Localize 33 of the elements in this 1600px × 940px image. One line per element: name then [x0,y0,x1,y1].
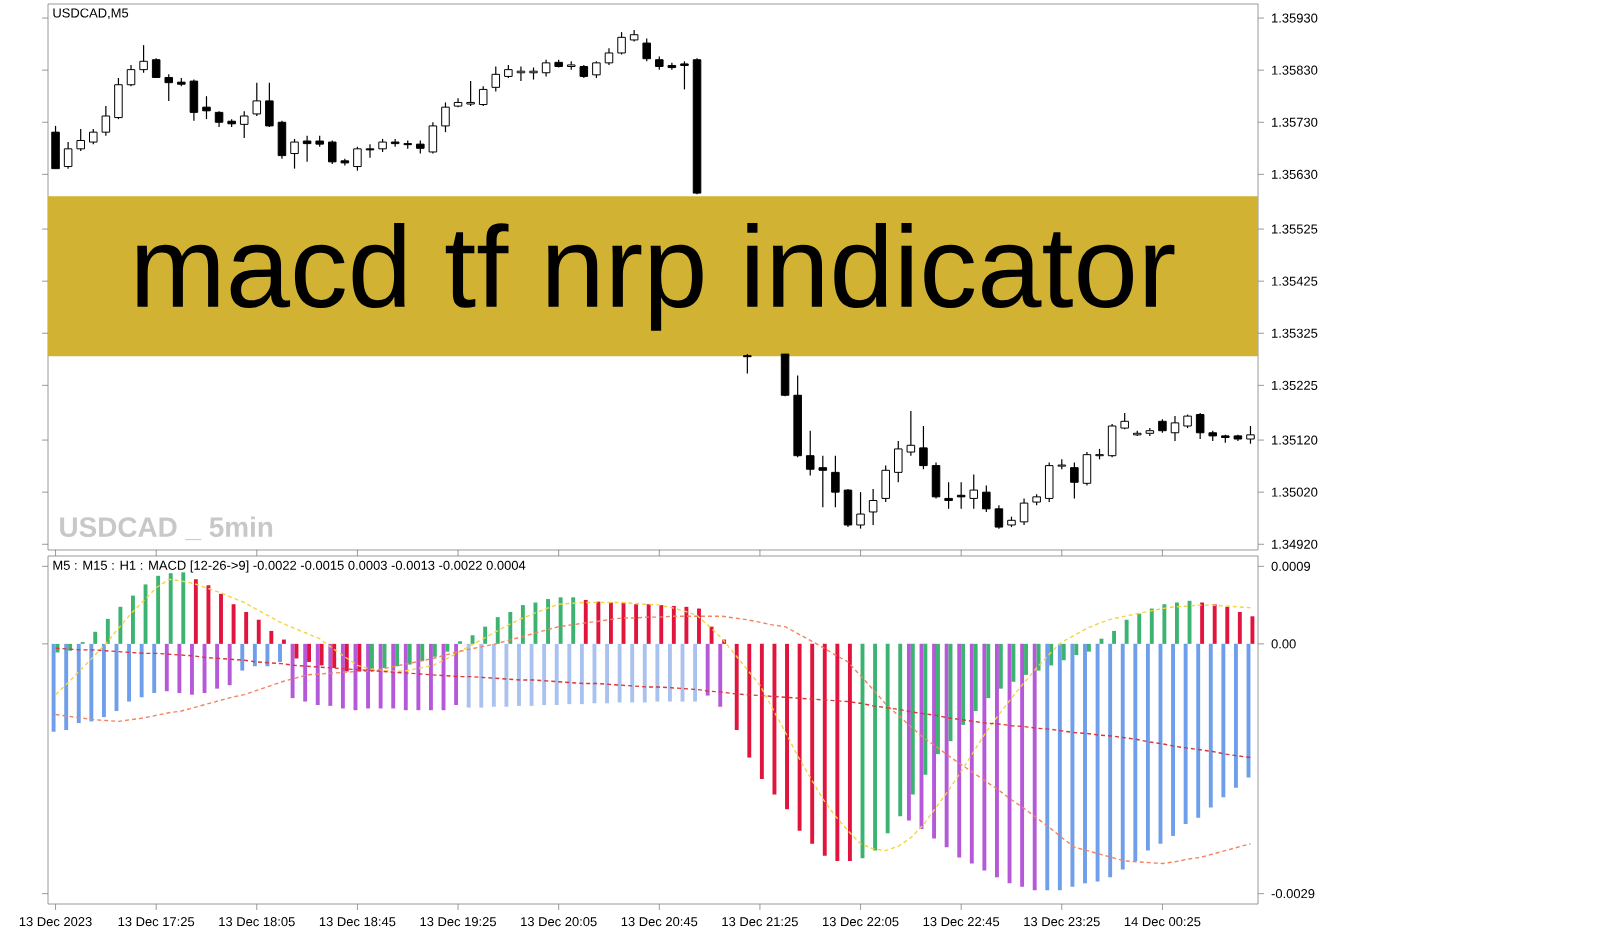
candlestick [617,31,626,56]
candlestick [277,120,287,160]
candlestick [252,82,262,117]
candlestick [491,65,501,93]
candlestick [856,491,865,530]
text: macd tf nrp indicator [137,223,1175,331]
candlestick [642,37,651,62]
candlestick [1070,461,1079,500]
candlestick [441,101,450,133]
candlestick [478,85,488,107]
candlestick [139,44,148,74]
candlestick [831,455,840,508]
candlestick [1170,415,1180,442]
candlestick [114,77,123,120]
candlestick [843,488,853,528]
candlestick [919,425,928,470]
candlestick [931,461,941,500]
candlestick [265,82,274,128]
candlestick [466,80,475,107]
candlestick [944,481,953,510]
candlestick [51,125,60,170]
candlestick [290,138,299,170]
candlestick [1082,451,1092,486]
candlestick [202,95,211,120]
candlestick [881,464,890,503]
candlestick [239,110,249,139]
candlestick [743,353,752,374]
candlestick [353,146,362,172]
candlestick [365,143,375,159]
candlestick [126,64,136,87]
candlestick [868,488,878,526]
candlestick [1019,497,1029,526]
candlestick [680,60,689,91]
